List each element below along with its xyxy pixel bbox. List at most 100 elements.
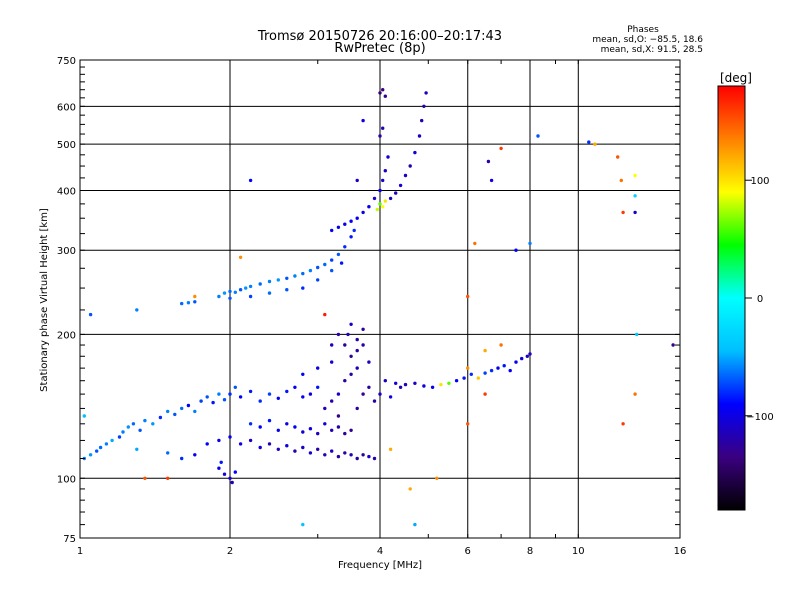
data-point bbox=[98, 445, 103, 450]
data-point bbox=[403, 382, 408, 387]
data-point bbox=[323, 422, 327, 426]
data-point bbox=[228, 296, 232, 300]
data-point bbox=[316, 431, 320, 436]
data-point bbox=[186, 301, 191, 305]
data-point bbox=[514, 360, 518, 364]
data-point bbox=[293, 449, 297, 453]
data-point bbox=[635, 332, 639, 337]
data-point bbox=[301, 372, 305, 376]
x-tick-label: 4 bbox=[377, 546, 383, 557]
data-point bbox=[193, 453, 197, 457]
data-point bbox=[593, 142, 597, 146]
data-point bbox=[228, 289, 232, 294]
data-point bbox=[355, 337, 359, 342]
data-point bbox=[355, 456, 359, 461]
data-point bbox=[238, 288, 243, 292]
data-point bbox=[499, 146, 503, 151]
data-point bbox=[388, 196, 393, 201]
x-tick-label: 6 bbox=[465, 546, 471, 557]
data-point bbox=[361, 392, 365, 396]
y-tick-label: 600 bbox=[57, 102, 76, 113]
data-point bbox=[217, 392, 221, 396]
data-point bbox=[336, 425, 341, 429]
data-point bbox=[301, 445, 305, 450]
data-point bbox=[413, 381, 417, 385]
data-point bbox=[143, 476, 147, 480]
data-point bbox=[633, 173, 637, 178]
data-point bbox=[186, 403, 191, 408]
data-point bbox=[378, 202, 382, 206]
data-point bbox=[343, 222, 347, 226]
data-point bbox=[381, 205, 385, 209]
data-point bbox=[166, 476, 170, 480]
data-point bbox=[180, 406, 184, 411]
data-point bbox=[454, 379, 459, 383]
data-point bbox=[621, 210, 625, 215]
data-point bbox=[422, 384, 426, 388]
data-point bbox=[222, 472, 227, 476]
data-point bbox=[508, 368, 512, 373]
data-point bbox=[536, 134, 540, 138]
data-point bbox=[219, 460, 223, 464]
data-point bbox=[233, 470, 237, 474]
data-point bbox=[301, 522, 305, 527]
data-point bbox=[205, 442, 209, 446]
x-tick-label: 8 bbox=[527, 546, 533, 557]
x-tick-label: 2 bbox=[227, 546, 233, 557]
data-point bbox=[276, 278, 280, 282]
data-point bbox=[381, 126, 385, 130]
data-point bbox=[267, 392, 272, 396]
data-point bbox=[489, 178, 494, 183]
data-point bbox=[276, 396, 280, 400]
data-point bbox=[621, 422, 625, 426]
legend-line-x: mean, sd,X: 91.5, 28.5 bbox=[601, 45, 703, 55]
data-point bbox=[386, 155, 390, 159]
data-point bbox=[217, 438, 221, 443]
data-point bbox=[205, 395, 209, 399]
y-axis: 75 100 200 300 400 500 600 750 bbox=[57, 56, 680, 545]
data-point bbox=[473, 241, 477, 246]
data-point bbox=[199, 399, 203, 403]
data-point bbox=[398, 183, 403, 188]
data-point bbox=[633, 392, 637, 396]
data-point bbox=[285, 444, 289, 448]
data-point bbox=[486, 159, 491, 164]
data-point bbox=[381, 178, 385, 183]
data-point bbox=[349, 354, 353, 358]
data-point bbox=[308, 392, 313, 396]
data-point bbox=[217, 294, 221, 299]
data-point bbox=[483, 348, 487, 353]
data-point bbox=[383, 94, 387, 98]
data-point bbox=[143, 418, 147, 423]
data-point bbox=[378, 134, 382, 138]
data-point bbox=[671, 343, 675, 347]
data-point bbox=[422, 104, 426, 109]
x-axis: 1 2 4 6 8 10 16 bbox=[77, 60, 687, 557]
data-point bbox=[336, 392, 341, 396]
data-point bbox=[343, 431, 347, 436]
data-point bbox=[336, 252, 341, 257]
data-point bbox=[352, 228, 356, 233]
legend-title: Phases bbox=[627, 25, 659, 35]
data-point bbox=[258, 399, 262, 403]
data-point bbox=[349, 322, 353, 326]
data-point bbox=[499, 343, 503, 347]
data-point bbox=[587, 140, 591, 144]
data-point bbox=[238, 442, 243, 446]
data-point bbox=[135, 308, 139, 312]
x-tick-label: 16 bbox=[674, 546, 687, 557]
data-point bbox=[349, 372, 353, 376]
x-tick-label: 10 bbox=[572, 546, 585, 557]
data-point bbox=[330, 360, 334, 364]
data-point bbox=[343, 343, 347, 347]
data-point bbox=[248, 438, 253, 443]
data-point bbox=[82, 414, 87, 418]
data-point bbox=[222, 398, 227, 402]
data-point bbox=[502, 364, 506, 368]
data-point bbox=[343, 379, 347, 383]
data-point bbox=[355, 348, 359, 353]
data-point bbox=[372, 196, 377, 201]
colorbar-tick-label: 100 bbox=[750, 176, 769, 187]
data-point bbox=[285, 422, 289, 426]
